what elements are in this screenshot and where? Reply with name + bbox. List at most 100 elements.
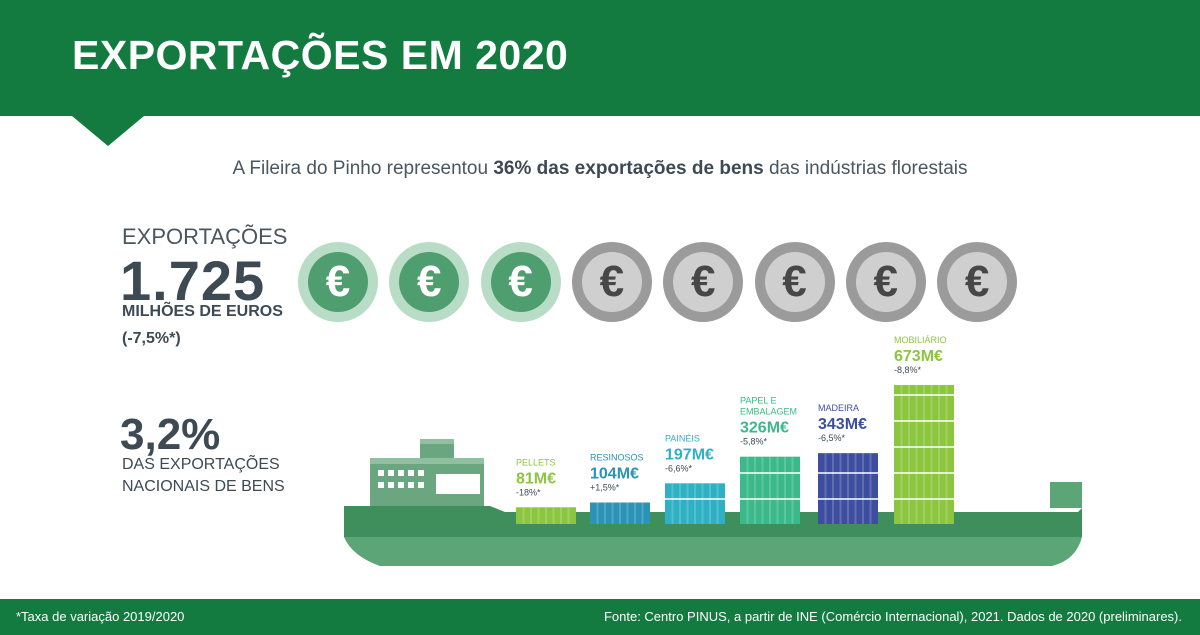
euro-coin-icon: € [571,242,652,322]
header-notch [72,116,144,146]
bar-value-label: 197M€ [665,446,714,463]
euro-symbol: € [855,252,916,312]
bar-value-label: 343M€ [818,416,867,433]
bar-value-label: 81M€ [516,470,556,487]
euro-coin-icon: € [298,242,378,322]
bar-change-label: -5,8%* [740,437,768,447]
exports-unit: MILHÕES DE EUROS [122,303,283,320]
euro-symbol: € [399,252,460,312]
ship-bridge-roof [370,458,484,464]
container-rib [900,385,903,524]
exports-label: EXPORTAÇÕES [122,224,288,249]
container-divider [818,472,878,474]
euro-coin-icon: € [389,242,470,322]
subtitle: A Fileira do Pinho representou 36% das e… [0,158,1200,180]
container-rib [694,483,696,524]
container-rib [784,456,786,524]
container-rib [791,456,794,524]
page-title: EXPORTAÇÕES EM 2020 [72,32,569,78]
container-rib [560,507,562,524]
bar-category-label: MADEIRA [818,403,859,413]
container-rib [839,453,842,524]
container-bar [818,453,878,524]
ship-cabin-windows [378,470,424,488]
bars-group: PELLETS 81M€-18%* RESINOSOS 104M€+1,5%* PAIN… [516,335,954,524]
container-rib [824,453,827,524]
container-rib [641,502,644,524]
container-divider [740,498,800,500]
bar-change-label: -6,6%* [665,463,693,473]
container-rib [716,483,719,524]
container-rib [567,507,570,524]
container-rib [604,502,606,524]
bar-change-label: +1,5%* [590,483,620,493]
footer-source: Fonte: Centro PINUS, a partir de INE (Co… [603,609,1182,624]
container-divider [894,498,954,500]
bar-category-label: PAINÉIS [665,433,700,443]
container-rib [611,502,614,524]
header-banner: EXPORTAÇÕES EM 2020 [0,0,1200,116]
euro-symbol: € [490,252,551,312]
bar-value-label: 673M€ [894,348,943,365]
euro-coin-icon: € [937,242,1018,322]
bar-change-label: -6,5%* [818,433,846,443]
euro-coin-icon: € [754,242,835,322]
container-rib [923,385,925,524]
euro-coin-icon: € [663,242,744,322]
container-rib [701,483,704,524]
container-rib [776,456,779,524]
ship-bridge-window-panel [436,474,480,494]
bar-rect [590,502,650,524]
container-divider [894,420,954,422]
euro-symbol: € [764,252,825,312]
container-rib [832,453,834,524]
ship-hull-lower [344,537,1082,566]
bar-category-label: EMBALAGEM [740,407,797,417]
container-bar [740,456,800,524]
container-bar [590,502,650,524]
container-rib [938,385,940,524]
container-rib [626,502,629,524]
ship-chimney-top [420,439,454,444]
container-bar [894,385,954,524]
container-rib [945,385,948,524]
container-divider [894,472,954,474]
euro-symbol: € [947,252,1008,312]
container-rib [769,456,771,524]
container-rib [754,456,756,524]
bar-value-label: 104M€ [590,466,639,483]
container-rib [679,483,681,524]
container-divider [740,472,800,474]
euro-symbol: € [581,252,642,312]
container-rib [709,483,711,524]
subtitle-prefix: A Fileira do Pinho representou [232,158,494,179]
bar-rect [740,456,800,524]
container-rib [596,502,599,524]
container-rib [862,453,864,524]
container-rib [537,507,540,524]
national-share-line1: DAS EXPORTAÇÕES [122,456,280,473]
bar-category-label: RESINOSOS [590,453,644,463]
container-rib [545,507,547,524]
bar-value-label: 326M€ [740,420,789,437]
national-share-value: 3,2% [120,410,221,459]
bar-change-label: -8,8%* [894,365,922,375]
bar-category-label: PELLETS [516,457,556,467]
container-divider [894,394,954,396]
bar-category-label: PAPEL E [740,396,777,406]
subtitle-suffix: das indústrias florestais [763,158,968,179]
ship-bow [1050,482,1082,508]
container-rib [552,507,555,524]
container-rib [854,453,857,524]
container-rib [746,456,749,524]
bar-rect [894,385,954,524]
footer-note: *Taxa de variação 2019/2020 [16,609,185,624]
bar-category-label: MOBILIÁRIO [894,335,947,345]
container-rib [869,453,872,524]
container-rib [686,483,689,524]
container-rib [671,483,674,524]
container-divider [894,446,954,448]
container-bar [516,507,576,524]
container-divider [818,498,878,500]
bar-rect [818,453,878,524]
